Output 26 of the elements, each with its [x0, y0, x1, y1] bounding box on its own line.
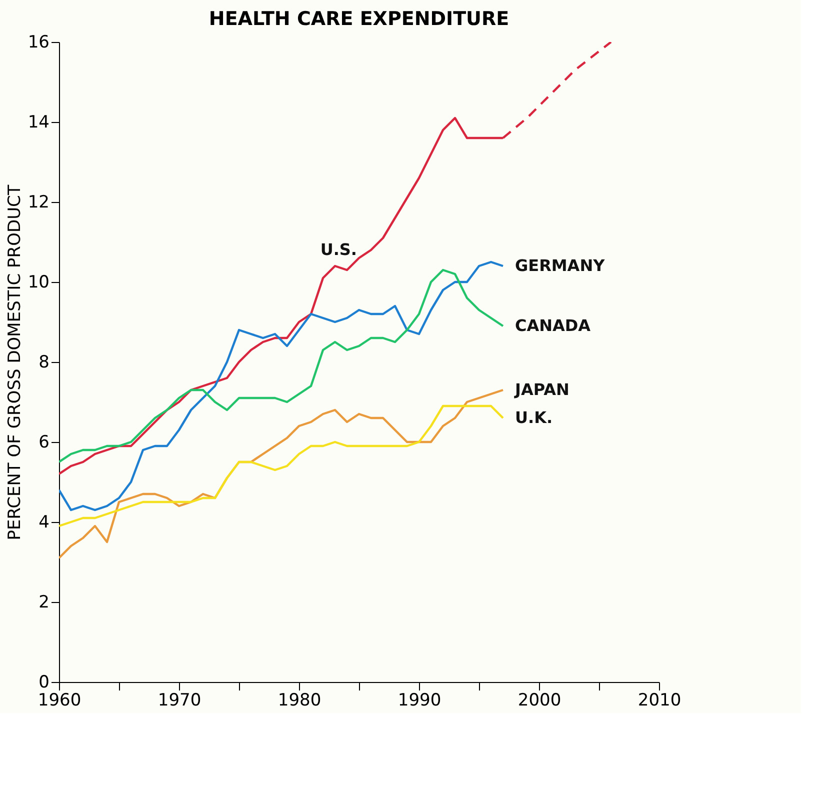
y-tick-label: 6 [38, 432, 50, 452]
line-series [59, 260, 504, 512]
series-label: U.K. [515, 408, 553, 427]
y-tick-label: 2 [38, 592, 50, 612]
y-axis-title: PERCENT OF GROSS DOMESTIC PRODUCT [4, 184, 25, 540]
series-label: CANADA [515, 316, 592, 335]
y-tick-label: 10 [28, 272, 50, 292]
y-tick-label: 0 [38, 672, 50, 692]
y-tick-label: 4 [38, 512, 50, 532]
series-label: U.S. [320, 240, 357, 259]
chart-title: HEALTH CARE EXPENDITURE [208, 8, 510, 30]
y-tick-label: 14 [28, 112, 50, 132]
x-tick-label: 1960 [38, 690, 82, 710]
x-tick-label: 1990 [398, 690, 442, 710]
x-tick-label: 1970 [158, 690, 202, 710]
x-tick-label: 2000 [518, 690, 562, 710]
y-tick-label: 8 [38, 352, 50, 372]
series-label: JAPAN [514, 380, 570, 399]
y-tick-label: 16 [28, 32, 50, 52]
x-tick-label: 2010 [638, 690, 682, 710]
y-tick-label: 12 [28, 192, 50, 212]
line-series [59, 404, 504, 528]
line-series [59, 388, 504, 560]
series-label: GERMANY [515, 256, 606, 275]
line-series [59, 268, 504, 464]
x-tick-label: 1980 [278, 690, 322, 710]
